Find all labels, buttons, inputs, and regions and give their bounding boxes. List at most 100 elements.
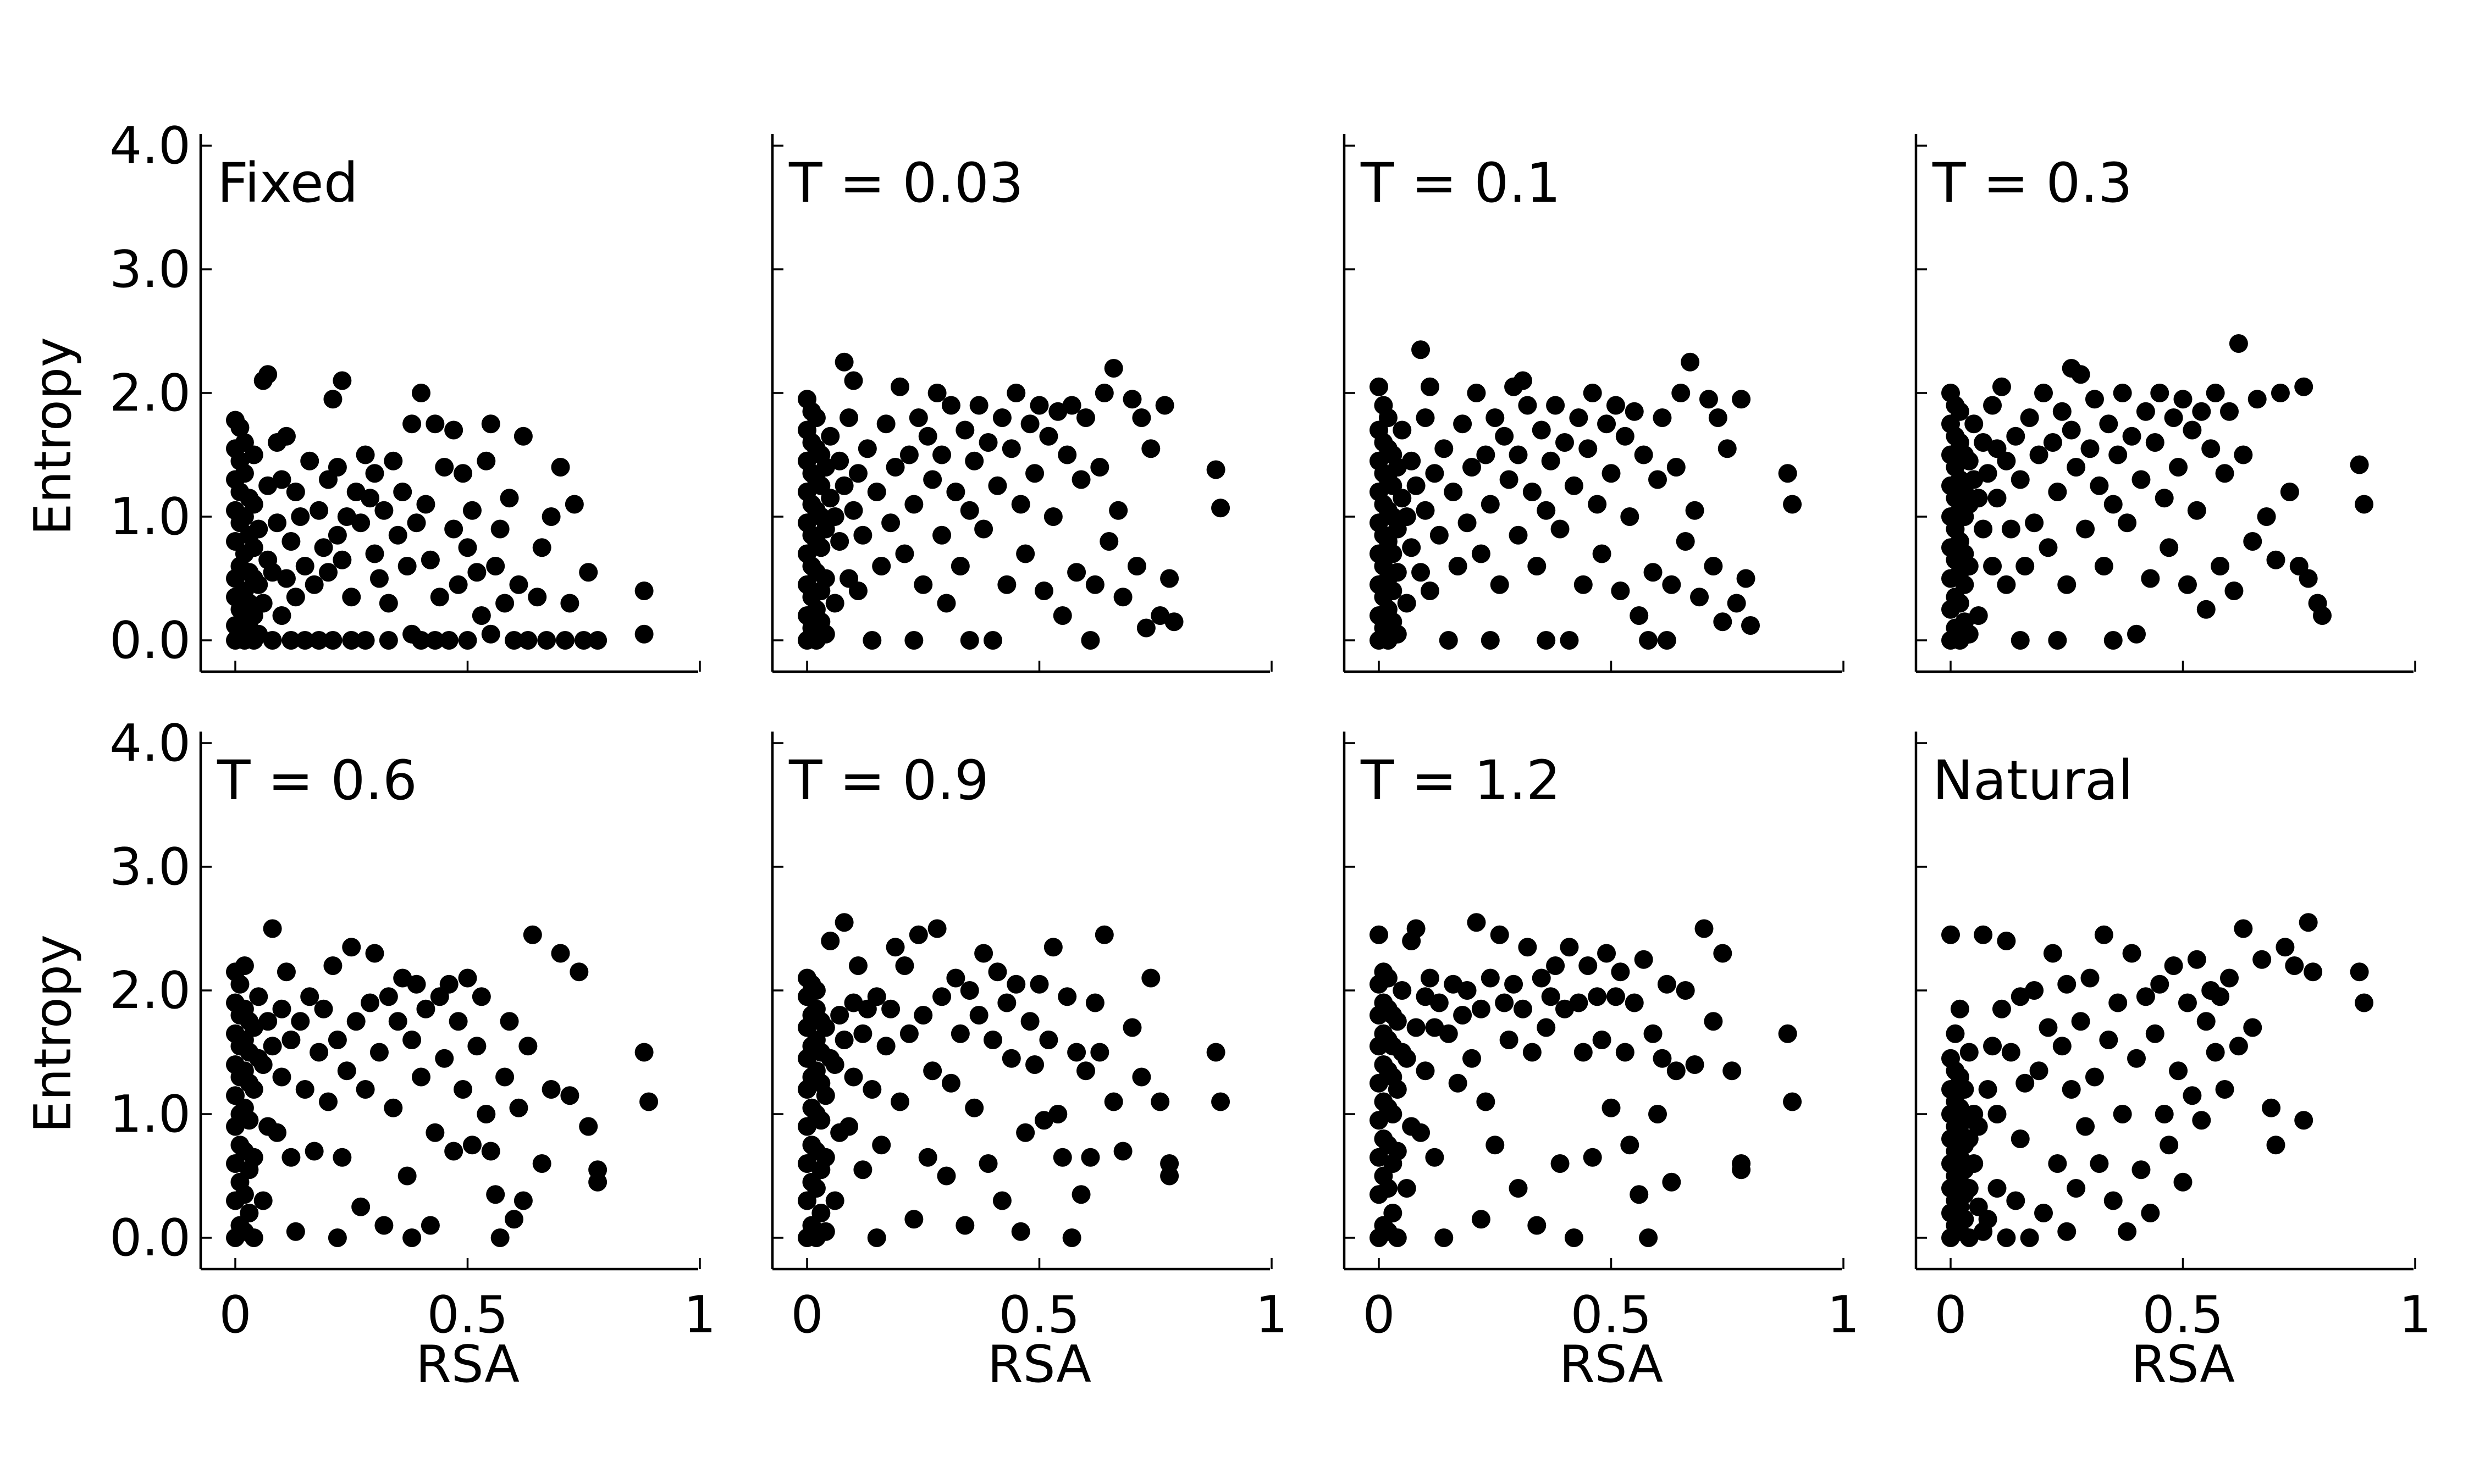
data-point — [2048, 631, 2067, 650]
data-point — [1388, 1142, 1407, 1161]
data-point — [923, 470, 942, 489]
data-point — [825, 594, 844, 613]
data-point — [2052, 402, 2072, 421]
data-point — [277, 962, 296, 982]
y-tick-label: 1.0 — [109, 1084, 191, 1144]
data-point — [477, 451, 496, 470]
data-point — [1718, 439, 1737, 458]
data-point — [1058, 987, 1077, 1006]
data-point — [2215, 464, 2234, 483]
data-point — [2118, 513, 2137, 533]
data-point — [1081, 1148, 1100, 1167]
data-point — [2103, 495, 2123, 514]
y-tick-label: 1.0 — [109, 487, 191, 546]
data-point — [2355, 495, 2374, 514]
data-point — [1406, 1018, 1426, 1037]
data-point — [1630, 1185, 1649, 1204]
data-point — [277, 427, 296, 446]
data-point — [867, 483, 886, 501]
data-point — [2048, 1154, 2067, 1173]
data-point — [2192, 402, 2211, 421]
data-point — [1653, 408, 1672, 427]
data-point — [1476, 445, 1495, 464]
data-point — [2160, 538, 2179, 557]
data-point — [1155, 396, 1174, 415]
data-point — [2141, 1204, 2160, 1222]
data-point — [551, 944, 570, 963]
x-axis-label: RSA — [987, 1335, 1091, 1394]
y-tick-label: 2.0 — [109, 363, 191, 423]
data-point — [1025, 464, 1045, 483]
data-point — [2113, 1105, 2132, 1123]
scatter-panel: 0 0.5 1 T = 0.9 RSA — [771, 732, 1288, 1394]
y-tick-label: 0.0 — [109, 1208, 191, 1267]
data-point — [941, 396, 960, 415]
scatter-panel: 0.0 1.0 2.0 3.0 4.0 Fixed Entropy — [23, 116, 701, 673]
data-point — [1011, 495, 1030, 514]
data-point — [951, 557, 970, 575]
data-point — [1983, 557, 2002, 575]
data-point — [886, 938, 905, 957]
data-point — [346, 1012, 366, 1031]
data-point — [281, 631, 301, 650]
data-point — [2155, 1105, 2174, 1123]
data-point — [323, 390, 343, 409]
data-point — [230, 974, 250, 994]
data-point — [1113, 588, 1133, 607]
data-point — [1634, 950, 1653, 969]
data-point — [811, 538, 831, 557]
data-point — [1541, 987, 1560, 1006]
data-point — [1630, 606, 1649, 625]
data-point — [1016, 1123, 1035, 1142]
data-point — [2039, 538, 2058, 557]
data-point — [1625, 993, 1644, 1012]
data-point — [1537, 1018, 1556, 1037]
data-point — [258, 365, 278, 384]
data-point — [1778, 464, 1797, 483]
data-point — [263, 563, 282, 582]
data-point — [542, 507, 561, 526]
data-point — [1592, 1031, 1611, 1049]
y-tick-label: 4.0 — [109, 116, 191, 175]
data-point — [1388, 1228, 1407, 1247]
data-point — [1369, 377, 1388, 396]
data-point — [402, 1031, 422, 1049]
data-point — [1527, 557, 1547, 575]
data-point — [1448, 1073, 1467, 1093]
data-point — [1992, 377, 2011, 396]
data-point — [909, 925, 928, 944]
data-point — [1569, 993, 1588, 1012]
data-point — [1141, 439, 1161, 458]
data-point — [1034, 1111, 1053, 1130]
data-point — [1053, 606, 1072, 625]
data-point — [1416, 501, 1435, 520]
data-point — [1509, 525, 1528, 545]
data-point — [1662, 575, 1681, 594]
data-point — [956, 1216, 975, 1235]
data-point — [300, 451, 319, 470]
data-point — [997, 993, 1017, 1012]
data-point — [1955, 575, 1974, 594]
data-point — [1388, 563, 1407, 582]
data-point — [2183, 1086, 2202, 1105]
data-point — [1732, 1154, 1751, 1173]
data-point — [2039, 1018, 2058, 1037]
data-point — [1402, 451, 1421, 470]
data-point — [2029, 445, 2048, 464]
data-point — [1076, 408, 1095, 427]
data-point — [1950, 402, 1969, 421]
data-point — [2052, 1037, 2072, 1056]
data-point — [235, 464, 254, 483]
data-point — [1997, 451, 2016, 470]
data-point — [2266, 1136, 2285, 1155]
data-point — [426, 631, 445, 650]
data-point — [244, 538, 263, 557]
data-point — [328, 525, 347, 545]
data-point — [523, 925, 542, 944]
data-point — [1987, 1105, 2007, 1123]
data-point — [1420, 968, 1439, 988]
data-point — [1699, 390, 1718, 409]
data-point — [244, 1228, 263, 1247]
data-point — [2220, 402, 2239, 421]
